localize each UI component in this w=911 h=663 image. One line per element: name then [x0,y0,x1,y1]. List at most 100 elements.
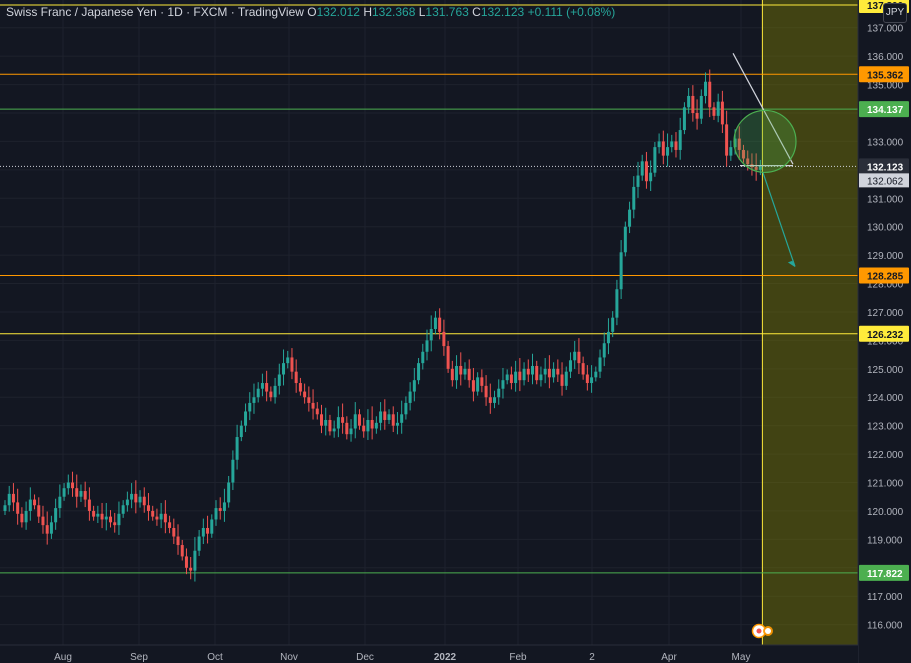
secondary-price-tag-bg [859,173,909,188]
candle-body [206,527,210,534]
price-tick-label: 133.000 [867,137,904,148]
price-tick-label: 130.000 [867,223,904,234]
time-tick-label: Nov [280,652,298,663]
candle-body [539,374,543,381]
candle-body [58,496,62,509]
candle-body [649,172,653,182]
level-price-tag-bg [859,66,909,83]
candle-body [256,388,260,398]
candle-body [395,422,399,426]
candle-body [594,371,598,378]
candle-body [535,365,539,381]
candle-body [729,147,733,156]
candle-body [687,95,691,108]
candle-body [408,391,412,403]
level-price-tag: 117.822 [867,569,903,580]
candle-body [484,385,488,398]
candle-body [628,209,632,227]
candle-body [467,368,471,381]
level-price-tag-bg [859,267,909,284]
candle-body [404,402,408,415]
candle-body [96,513,100,517]
price-tick-label: 116.000 [867,621,903,632]
candle-body [79,491,83,497]
candle-body [66,482,70,489]
candle-body [286,357,290,364]
candle-body [438,317,442,332]
level-price-tag: 134.137 [867,105,904,116]
candle-body [134,493,138,503]
open-value: 132.012 [316,5,360,19]
candle-body [273,385,277,398]
candle-body [400,414,404,423]
candle-body [505,374,509,381]
candle-body [573,351,577,361]
close-value: 132.123 [480,5,525,19]
candle-body [345,422,349,435]
candle-body [518,371,522,381]
candle-body [125,499,129,506]
candle-body [138,496,142,503]
candle-body [379,411,383,423]
price-tick-label: 123.000 [867,422,904,433]
candle-body [632,186,636,210]
candle-body [248,402,252,412]
candle-body [336,417,340,429]
candle-body [33,499,37,506]
candle-body [459,365,463,375]
candle-body [180,545,184,557]
candle-body [121,505,125,514]
candle-body [193,550,197,571]
price-tick-label: 137.000 [867,24,904,35]
candle-body [581,363,585,375]
level-price-tag: 128.285 [867,271,904,282]
time-tick-label: Dec [356,652,374,663]
goto-realtime-button[interactable] [751,623,773,639]
candle-body [725,124,729,156]
projection-arrow-line [762,172,796,267]
low-label: L [418,5,426,19]
target-circle [733,109,797,174]
candle-body [682,107,686,131]
candle-body [442,331,446,347]
candle-body [75,488,79,497]
candle-body [71,482,75,489]
candle-body [201,527,205,537]
candle-body [674,141,678,150]
candle-body [754,167,758,170]
currency-badge[interactable]: JPY [883,3,907,23]
candle-body [37,505,41,517]
candle-body [282,363,286,375]
candle-body [109,516,112,523]
candle-body [328,419,332,432]
candle-body [320,414,323,426]
level-price-tag: 135.362 [867,70,904,81]
candle-body [463,368,467,375]
candle-body [615,289,619,318]
projection-zone [762,0,858,645]
candle-body [514,371,518,384]
candle-body [560,374,564,386]
candle-body [640,161,644,176]
candle-body [691,95,695,114]
candle-body [155,516,159,520]
candle-body [3,505,7,511]
time-tick-label: Aug [54,652,72,663]
candle-body [716,101,720,116]
candle-body [476,377,480,392]
trend-line [732,53,794,165]
candle-body [83,491,87,500]
candle-body [197,536,201,551]
candle-body [269,391,273,398]
candle-body [602,343,606,358]
candle-body [24,510,28,523]
candle-body [92,510,96,517]
candle-body [341,417,345,423]
candle-body [290,357,294,372]
candle-body [62,488,66,497]
candle-body [100,513,104,520]
symbol-title[interactable]: Swiss Franc / Japanese Yen · 1D · FXCM ·… [6,5,304,19]
projection-arrow-head [787,260,796,267]
candle-body [231,459,235,483]
